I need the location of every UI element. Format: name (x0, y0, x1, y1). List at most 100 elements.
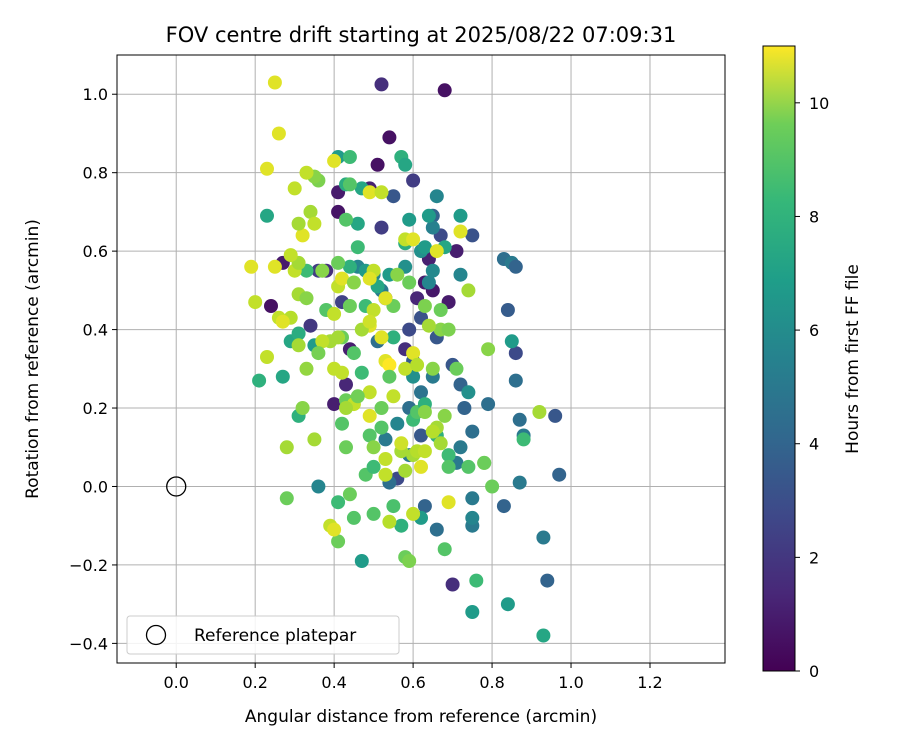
colorbar-ticks: 0 2 4 6 8 10 (795, 94, 829, 681)
data-point (461, 283, 476, 298)
y-axis-label: Rotation from reference (arcmin) (23, 219, 43, 499)
data-point (414, 459, 428, 474)
data-point (335, 271, 349, 286)
data-point (342, 299, 357, 313)
data-point (264, 299, 278, 313)
data-point (299, 165, 314, 180)
data-point (362, 428, 377, 443)
data-point (252, 373, 267, 388)
y-tick-label: 0.0 (83, 477, 108, 496)
data-point (441, 495, 456, 510)
data-point (362, 385, 377, 400)
data-point (465, 424, 480, 439)
data-point (390, 267, 405, 282)
data-point (496, 499, 511, 514)
data-point (508, 373, 523, 388)
x-tick-label: 1.2 (637, 673, 662, 692)
data-point (342, 487, 357, 502)
data-point (307, 432, 322, 447)
data-point (465, 228, 480, 243)
data-point (295, 401, 310, 415)
colorbar: 0 2 4 6 8 10 Hours from first FF file (762, 45, 863, 681)
data-point (291, 326, 306, 341)
data-point (283, 248, 298, 263)
colorbar-tick-label: 2 (809, 548, 819, 567)
colorbar-bar (762, 45, 796, 672)
data-point (311, 479, 326, 494)
x-tick-label: 0.6 (400, 673, 425, 692)
data-point (267, 75, 282, 90)
data-point (437, 83, 452, 98)
data-point (410, 357, 425, 372)
data-point (406, 506, 421, 521)
data-point (453, 224, 468, 239)
data-point (366, 440, 381, 455)
data-point (362, 314, 377, 329)
data-point (437, 408, 452, 423)
data-point (327, 153, 342, 168)
data-point (260, 208, 274, 223)
data-point (354, 365, 369, 380)
data-point (279, 440, 294, 455)
grid (117, 55, 725, 663)
data-point (481, 342, 496, 357)
y-tick-label: −0.2 (69, 556, 108, 575)
data-point (512, 412, 527, 427)
data-point (271, 126, 286, 141)
data-point (465, 491, 480, 506)
data-point (402, 554, 417, 568)
data-point (331, 330, 346, 345)
data-point (449, 361, 464, 376)
data-point (346, 510, 361, 525)
data-point (339, 440, 353, 455)
colorbar-tick-label: 0 (809, 662, 819, 681)
data-point (339, 401, 353, 415)
data-point (260, 350, 274, 364)
data-point (382, 357, 397, 372)
data-point (378, 432, 393, 447)
data-point (303, 204, 318, 219)
data-point (433, 303, 448, 317)
data-point (429, 522, 444, 537)
data-point (425, 424, 440, 439)
data-point (386, 330, 401, 345)
y-axis-ticks: −0.4 −0.2 0.0 0.2 0.4 0.6 0.8 1.0 (69, 85, 117, 653)
data-point (335, 416, 349, 431)
data-point (374, 185, 389, 200)
data-point (291, 216, 306, 231)
reference-platepar-marker (166, 476, 187, 497)
data-point (508, 346, 523, 361)
data-point (469, 573, 484, 588)
data-point (441, 448, 456, 463)
data-point (421, 318, 436, 333)
data-point (244, 259, 259, 274)
data-point (370, 157, 385, 172)
data-point (398, 361, 413, 376)
data-point (382, 130, 397, 145)
data-point (366, 303, 381, 317)
data-point (350, 240, 365, 255)
data-point (417, 299, 432, 313)
data-point (386, 389, 401, 404)
data-point (516, 432, 531, 447)
data-point (346, 346, 361, 361)
data-point (465, 605, 480, 619)
data-point (366, 459, 381, 474)
data-point (327, 522, 342, 537)
data-point (429, 244, 444, 259)
data-point (453, 267, 468, 282)
y-tick-label: 0.4 (83, 321, 108, 340)
data-point (485, 479, 500, 494)
legend-marker-icon (145, 624, 167, 646)
x-tick-label: 1.0 (558, 673, 583, 692)
data-point (354, 554, 369, 568)
plot-frame (116, 54, 726, 664)
data-point (414, 428, 428, 443)
data-point (327, 397, 342, 412)
data-point (512, 475, 527, 490)
data-point (315, 334, 330, 349)
data-point (382, 369, 397, 384)
data-point (552, 467, 567, 482)
x-tick-label: 0.4 (321, 673, 346, 692)
data-point (453, 208, 468, 223)
